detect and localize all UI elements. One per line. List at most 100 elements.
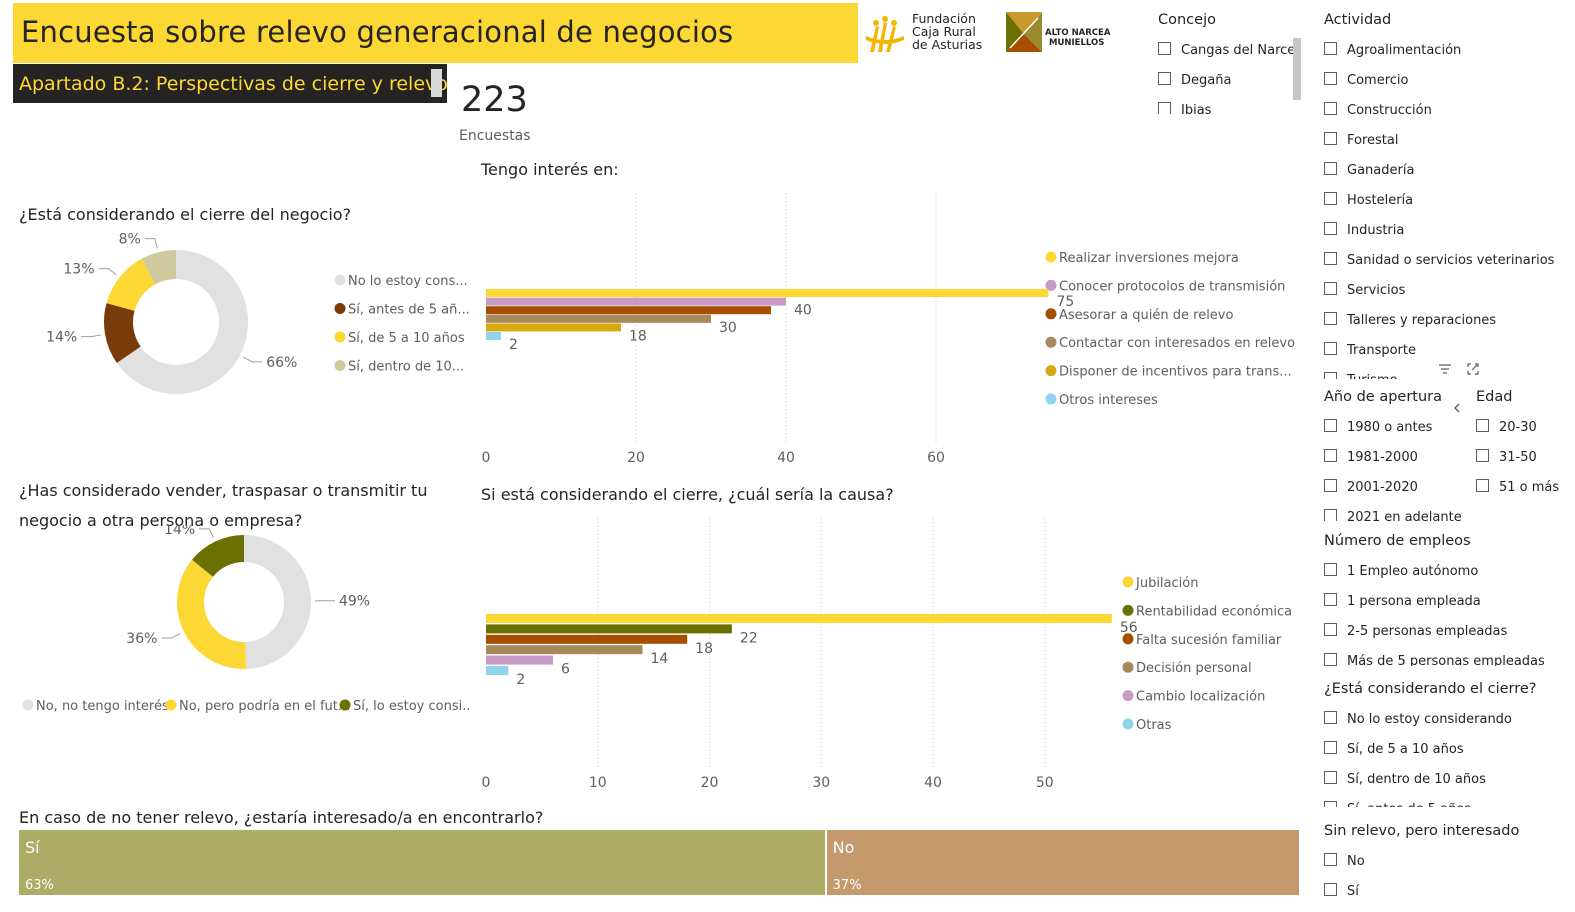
- slicer-concejo[interactable]: Cangas del Narcea Degaña Ibias: [1158, 42, 1298, 114]
- treemap-tile[interactable]: No 37%: [826, 830, 1301, 895]
- slicer-option[interactable]: 1981-2000: [1324, 449, 1418, 465]
- slicer-option[interactable]: Construcción: [1324, 102, 1432, 118]
- checkbox[interactable]: [1324, 312, 1337, 325]
- checkbox[interactable]: [1324, 623, 1337, 636]
- slicer-option[interactable]: Hostelería: [1324, 192, 1413, 208]
- slicer-option[interactable]: 1 Empleo autónomo: [1324, 563, 1478, 579]
- legend-item[interactable]: Sí, antes de 5 añ...: [334, 303, 470, 318]
- donut-slice[interactable]: [244, 535, 311, 669]
- checkbox[interactable]: [1324, 563, 1337, 576]
- legend-item[interactable]: Sí, lo estoy consi...: [339, 699, 471, 714]
- slicer-option[interactable]: Ganadería: [1324, 162, 1414, 178]
- legend-item[interactable]: Decisión personal: [1122, 661, 1252, 676]
- legend-item[interactable]: Cambio localización: [1122, 690, 1266, 705]
- bar[interactable]: [486, 624, 732, 634]
- donut-slice[interactable]: [191, 535, 244, 577]
- slicer-option[interactable]: Agroalimentación: [1324, 42, 1461, 58]
- bar[interactable]: [486, 314, 711, 323]
- slicer-option[interactable]: Industria: [1324, 222, 1404, 238]
- slicer-option[interactable]: Sí: [1324, 883, 1359, 897]
- back-arrow-icon[interactable]: [1452, 402, 1462, 414]
- checkbox[interactable]: [1324, 72, 1337, 85]
- checkbox[interactable]: [1476, 449, 1489, 462]
- checkbox[interactable]: [1324, 801, 1337, 807]
- legend-item[interactable]: Jubilación: [1122, 576, 1199, 591]
- legend-item[interactable]: Realizar inversiones mejora: [1045, 251, 1239, 266]
- slicer-option[interactable]: 2021 en adelante: [1324, 509, 1462, 521]
- checkbox[interactable]: [1324, 282, 1337, 295]
- checkbox[interactable]: [1324, 883, 1337, 896]
- legend-item[interactable]: No, pero podría en el fut...: [165, 699, 351, 714]
- focus-mode-icon[interactable]: [1466, 362, 1480, 376]
- checkbox[interactable]: [1324, 509, 1337, 521]
- slicer-option[interactable]: Sí, de 5 a 10 años: [1324, 741, 1464, 757]
- checkbox[interactable]: [1158, 42, 1171, 55]
- checkbox[interactable]: [1324, 479, 1337, 492]
- checkbox[interactable]: [1324, 192, 1337, 205]
- slicer-relevo[interactable]: No Sí: [1324, 853, 1564, 897]
- treemap-tile[interactable]: Sí 63%: [19, 830, 827, 895]
- slicer-option[interactable]: Transporte: [1324, 342, 1416, 358]
- checkbox[interactable]: [1324, 342, 1337, 355]
- checkbox[interactable]: [1324, 741, 1337, 754]
- donut-slice[interactable]: [177, 559, 247, 669]
- slicer-cierre[interactable]: No lo estoy considerando Sí, de 5 a 10 añ…: [1324, 711, 1564, 807]
- slicer-apertura[interactable]: 1980 o antes 1981-2000 2001-2020 2021 en ad…: [1324, 419, 1464, 521]
- slicer-actividad[interactable]: Agroalimentación Comercio Construcción Fore…: [1324, 42, 1564, 379]
- checkbox[interactable]: [1324, 853, 1337, 866]
- bar[interactable]: [486, 332, 501, 340]
- slicer-option[interactable]: No lo estoy considerando: [1324, 711, 1512, 727]
- slicer-option[interactable]: Sí, antes de 5 años: [1324, 801, 1471, 807]
- legend-item[interactable]: Rentabilidad económica: [1122, 604, 1293, 619]
- donut-slice[interactable]: [104, 303, 141, 364]
- slicer-empleos[interactable]: 1 Empleo autónomo 1 persona empleada 2-5 p…: [1324, 563, 1564, 666]
- bar-cause-chart[interactable]: 0 10 20 30 40 50 56 22 18 14 6 2 Jubilación Rentabili…: [460, 510, 1300, 795]
- slicer-option[interactable]: 31-50: [1476, 449, 1537, 465]
- slicer-option[interactable]: Degaña: [1158, 72, 1231, 88]
- slicer-option[interactable]: 2-5 personas empleadas: [1324, 623, 1507, 639]
- slicer-option[interactable]: 51 o más: [1476, 479, 1559, 495]
- slicer-option[interactable]: 2001-2020: [1324, 479, 1418, 495]
- legend-item[interactable]: Sí, de 5 a 10 años: [334, 331, 465, 346]
- treemap-relevo-chart[interactable]: Sí 63% No 37%: [19, 830, 1301, 895]
- slicer-option[interactable]: Sanidad o servicios veterinarios: [1324, 252, 1554, 268]
- slicer-option[interactable]: Cangas del Narcea: [1158, 42, 1298, 58]
- slicer-option[interactable]: Comercio: [1324, 72, 1408, 88]
- legend-item[interactable]: No lo estoy cons...: [334, 274, 468, 289]
- checkbox[interactable]: [1324, 132, 1337, 145]
- legend-item[interactable]: Contactar con interesados en relevo: [1045, 336, 1296, 351]
- legend-item[interactable]: No, no tengo interés: [22, 699, 169, 714]
- checkbox[interactable]: [1324, 162, 1337, 175]
- slicer-scrollbar[interactable]: [1293, 38, 1301, 100]
- slicer-option[interactable]: Sí, dentro de 10 años: [1324, 771, 1486, 787]
- slicer-option[interactable]: 1 persona empleada: [1324, 593, 1481, 609]
- checkbox[interactable]: [1476, 419, 1489, 432]
- checkbox[interactable]: [1324, 593, 1337, 606]
- slicer-option[interactable]: Ibias: [1158, 102, 1211, 114]
- legend-item[interactable]: Otras: [1122, 718, 1172, 733]
- slicer-option[interactable]: No: [1324, 853, 1365, 869]
- slicer-option[interactable]: Más de 5 personas empleadas: [1324, 653, 1545, 666]
- legend-item[interactable]: Sí, dentro de 10...: [334, 360, 465, 375]
- checkbox[interactable]: [1324, 711, 1337, 724]
- bar[interactable]: [486, 655, 554, 665]
- bar-interest-chart[interactable]: 0 20 40 60 75 40 30 18 2 Realizar inversiones mej…: [460, 185, 1300, 470]
- checkbox[interactable]: [1324, 449, 1337, 462]
- filter-icon[interactable]: [1438, 362, 1452, 376]
- legend-item[interactable]: Asesorar a quién de relevo: [1045, 308, 1234, 323]
- bar[interactable]: [486, 297, 786, 306]
- slicer-option[interactable]: Forestal: [1324, 132, 1398, 148]
- legend-item[interactable]: Disponer de incentivos para trans...: [1045, 365, 1292, 380]
- bar[interactable]: [486, 306, 771, 315]
- checkbox[interactable]: [1158, 102, 1171, 114]
- checkbox[interactable]: [1324, 771, 1337, 784]
- bar[interactable]: [486, 634, 688, 644]
- checkbox[interactable]: [1324, 222, 1337, 235]
- checkbox[interactable]: [1324, 252, 1337, 265]
- bar[interactable]: [486, 323, 621, 332]
- bar[interactable]: [486, 666, 509, 675]
- slicer-option[interactable]: 1980 o antes: [1324, 419, 1432, 435]
- legend-item[interactable]: Falta sucesión familiar: [1122, 633, 1282, 648]
- donut-transfer-chart[interactable]: 49% 36% 14% No, no tengo interés No, pero po…: [0, 525, 470, 725]
- donut-slice[interactable]: [141, 250, 176, 285]
